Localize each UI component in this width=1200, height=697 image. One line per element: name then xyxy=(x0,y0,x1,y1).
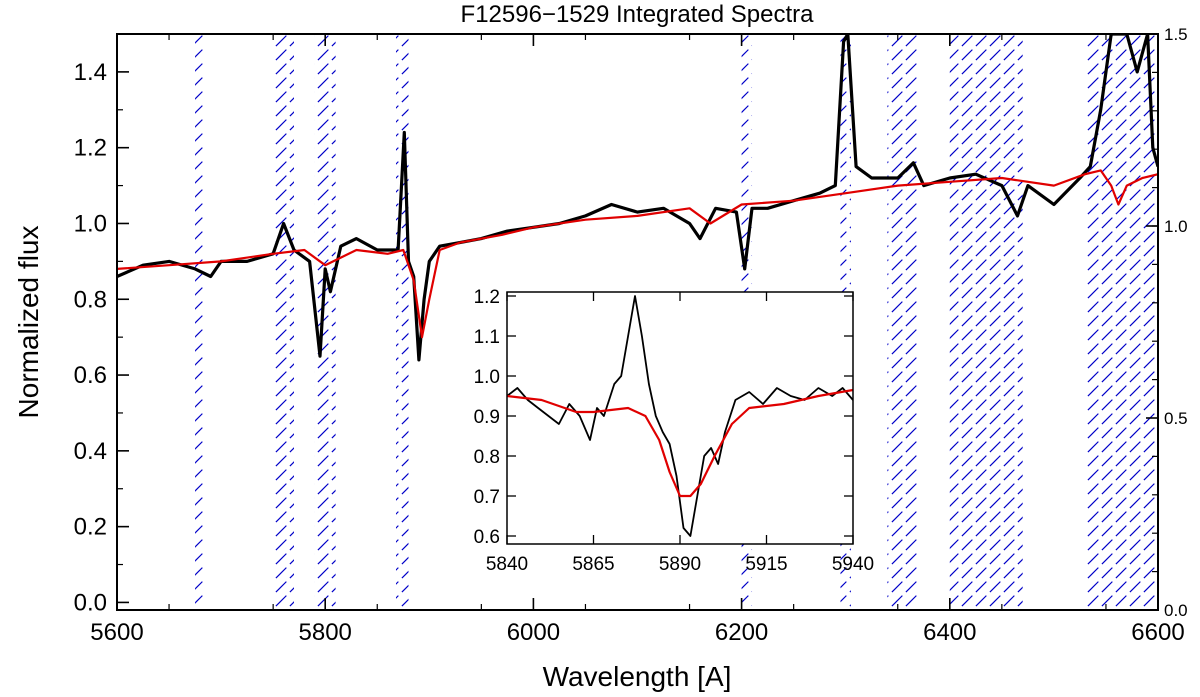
y-tick-label: 0.8 xyxy=(74,286,107,313)
chart-title: F12596−1529 Integrated Spectra xyxy=(461,1,815,28)
masked-region xyxy=(395,34,409,610)
x-tick-label: 6400 xyxy=(923,619,976,646)
right-y-tick-label: 0.0 xyxy=(1164,601,1188,620)
inset-axes: 5840 5865 5890 5915 5940 0.6 0.7 0.8 0.9 1.0 1.1 1.… xyxy=(474,287,875,575)
observed-spectrum-line xyxy=(117,34,1158,362)
inset-model-line xyxy=(507,388,853,498)
inset-y-tick-label: 0.9 xyxy=(474,407,500,428)
y-tick-label: 0.6 xyxy=(74,362,107,389)
inset-y-tick-label: 1.1 xyxy=(474,327,500,348)
y-tick-label: 0.4 xyxy=(74,438,107,465)
masked-region xyxy=(887,34,919,610)
y-tick-label: 1.0 xyxy=(74,210,107,237)
x-axis-title: Wavelength [A] xyxy=(543,661,732,692)
masked-region xyxy=(949,34,1023,610)
inset-y-tick-label: 0.6 xyxy=(474,527,500,548)
right-y-tick-label: 1.5 xyxy=(1164,25,1188,44)
model-spectrum-line xyxy=(117,169,1158,339)
plot-frame xyxy=(116,33,1159,611)
inset-chart: 5840 5865 5890 5915 5940 0.6 0.7 0.8 0.9 1.0 1.1 1.… xyxy=(474,287,875,575)
inset-y-tick-label: 1.0 xyxy=(474,367,500,388)
inset-observed-line xyxy=(507,295,853,537)
inset-y-tick-label: 1.2 xyxy=(474,287,500,308)
masked-region xyxy=(273,34,294,610)
y-tick-label: 1.2 xyxy=(74,135,107,162)
x-tick-label: 6200 xyxy=(715,619,768,646)
x-tick-label: 5600 xyxy=(90,619,143,646)
inset-y-tick-label: 0.8 xyxy=(474,447,500,468)
x-tick-label: 5800 xyxy=(299,619,352,646)
inset-y-tick-label: 0.7 xyxy=(474,487,500,508)
y-tick-label: 0.0 xyxy=(74,589,107,616)
y-axis-title: Normalized flux xyxy=(13,226,44,419)
x-tick-label: 6600 xyxy=(1131,619,1184,646)
right-y-tick-label: 0.5 xyxy=(1164,409,1188,428)
inset-x-tick-label: 5940 xyxy=(832,554,874,575)
inset-x-tick-label: 5865 xyxy=(572,554,614,575)
masked-region xyxy=(1085,34,1158,610)
y-tick-label: 0.2 xyxy=(74,514,107,541)
inset-x-tick-label: 5840 xyxy=(486,554,528,575)
right-y-tick-label: 1.0 xyxy=(1164,217,1188,236)
masked-region xyxy=(314,34,336,610)
y-tick-label: 1.4 xyxy=(74,59,107,86)
inset-x-tick-label: 5915 xyxy=(745,554,787,575)
inset-x-tick-label: 5890 xyxy=(659,554,701,575)
x-tick-label: 6000 xyxy=(507,619,560,646)
main-axes: 5600 5800 6000 6200 6400 66000.00.20.40.60.81… xyxy=(74,25,1188,646)
masked-region xyxy=(195,34,206,610)
